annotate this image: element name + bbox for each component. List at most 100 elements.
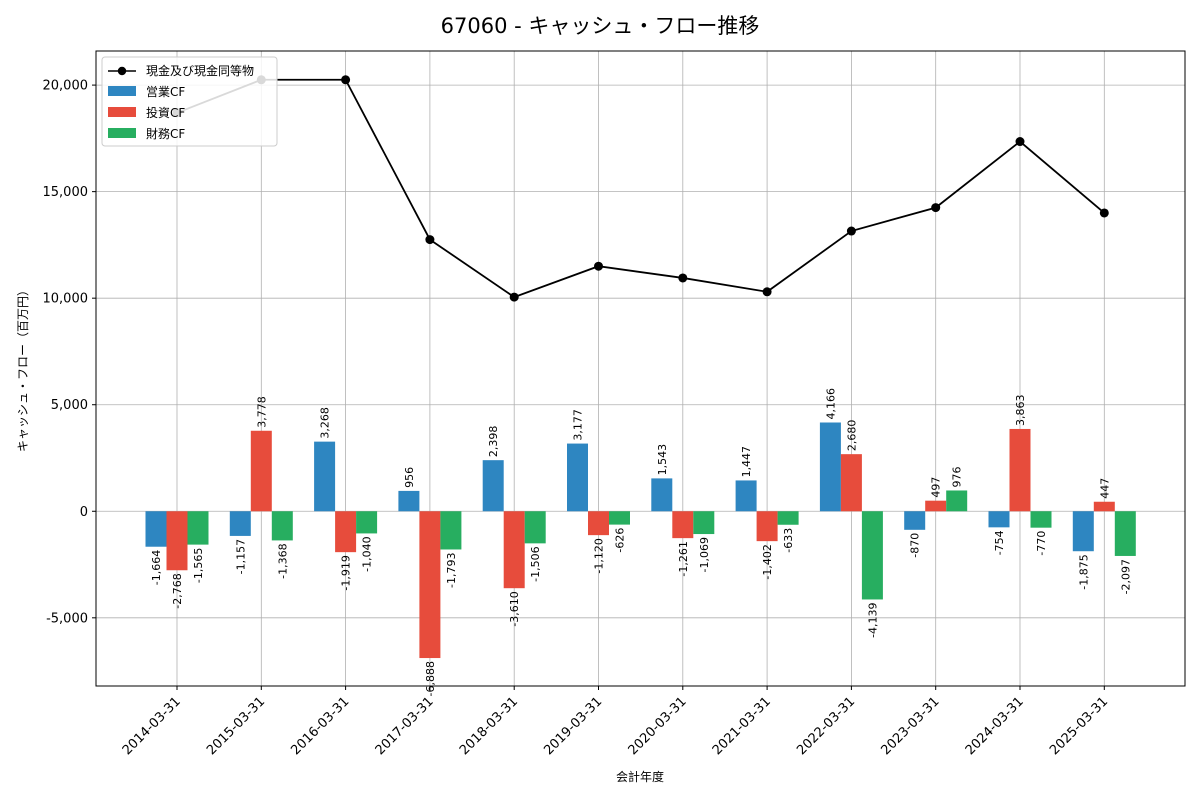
bar <box>1093 501 1115 512</box>
bar <box>1114 511 1136 556</box>
bar-value-label: -633 <box>782 528 795 553</box>
bar-value-label: 1,447 <box>740 446 753 478</box>
bar-value-label: 4,166 <box>824 388 837 420</box>
x-tick-label: 2025-03-31 <box>1047 694 1111 758</box>
line-layer <box>172 75 1109 302</box>
bar-value-label: -1,157 <box>234 539 247 574</box>
cash-balance-point <box>594 261 603 271</box>
bar-value-label: 497 <box>930 477 943 498</box>
y-tick-label: 20,000 <box>43 79 89 94</box>
y-tick-label: 10,000 <box>43 292 89 307</box>
bar <box>819 422 841 512</box>
bar <box>609 511 630 525</box>
bar-value-label: -4,139 <box>866 602 879 637</box>
x-tick-label: 2016-03-31 <box>288 694 352 758</box>
bar-value-label: 447 <box>1098 478 1111 499</box>
bar-value-label: -1,040 <box>361 536 374 571</box>
bar-value-label: -1,664 <box>150 550 163 585</box>
bar-value-label: -1,402 <box>761 544 774 579</box>
y-tick-label: 5,000 <box>51 398 88 413</box>
bar <box>946 490 968 512</box>
bar <box>651 478 673 512</box>
bar <box>145 511 167 547</box>
plot-frame <box>95 50 1186 687</box>
bar-value-label: 3,177 <box>572 409 585 441</box>
bar <box>524 511 546 544</box>
bar-value-label: -1,875 <box>1077 554 1090 589</box>
bar <box>482 460 504 512</box>
legend-swatch-investing <box>108 107 136 117</box>
bar <box>693 511 715 535</box>
bar <box>777 511 799 525</box>
bar-value-label: -754 <box>993 530 1006 555</box>
cash-balance-point <box>762 287 772 297</box>
bar <box>314 441 336 512</box>
bar-value-label: 2,680 <box>845 420 858 452</box>
legend-label-cash: 現金及び現金同等物 <box>146 63 254 78</box>
y-tick-label: 0 <box>80 505 88 520</box>
chart-title: 67060 - キャッシュ・フロー推移 <box>441 14 760 38</box>
legend: 現金及び現金同等物 営業CF 投資CF 財務CF <box>101 56 278 147</box>
bar <box>398 490 420 512</box>
y-axis-label: キャッシュ・フロー（百万円） <box>16 284 30 452</box>
x-axis-label: 会計年度 <box>616 769 664 784</box>
bar-value-label: -1,506 <box>529 546 542 581</box>
cash-balance-point <box>341 75 351 85</box>
y-axis: -5,000 0 5,000 10,000 15,000 20,000 <box>43 79 96 626</box>
x-tick-label: 2023-03-31 <box>878 694 942 758</box>
bar <box>988 511 1010 528</box>
bar <box>672 511 694 539</box>
x-tick-label: 2020-03-31 <box>626 694 690 758</box>
bar <box>840 454 862 512</box>
bar <box>756 511 778 542</box>
x-tick-label: 2014-03-31 <box>120 694 184 758</box>
x-tick-label: 2024-03-31 <box>963 694 1027 758</box>
bar-value-label: 2,398 <box>487 426 500 458</box>
y-tick-label: 15,000 <box>43 185 89 200</box>
cash-balance-point <box>1099 208 1109 218</box>
bar-value-label: 1,543 <box>656 444 669 476</box>
legend-swatch-operating <box>108 86 136 96</box>
y-tick-label: -5,000 <box>46 611 88 626</box>
x-tick-label: 2021-03-31 <box>710 694 774 758</box>
x-axis: 2014-03-31 2015-03-31 2016-03-31 2017-03-31… <box>120 686 1111 758</box>
bar-value-label: 3,863 <box>1014 394 1027 426</box>
bar <box>187 511 209 545</box>
bar <box>1009 428 1031 512</box>
bar <box>735 480 757 512</box>
bar <box>419 511 441 659</box>
cash-balance-point <box>931 203 941 213</box>
x-tick-label: 2019-03-31 <box>541 694 605 758</box>
bar <box>1072 511 1094 552</box>
cash-balance-point <box>425 235 435 245</box>
bar <box>271 511 293 541</box>
bar-value-label: -626 <box>614 528 627 553</box>
legend-label-operating: 営業CF <box>146 85 185 99</box>
legend-marker <box>117 66 127 76</box>
bar-value-label: -3,610 <box>508 591 521 626</box>
legend-label-financing: 財務CF <box>146 126 185 141</box>
bar <box>335 511 357 553</box>
bar-value-label: -1,565 <box>192 548 205 583</box>
bar <box>166 511 188 571</box>
legend-swatch-financing <box>108 128 136 138</box>
bar-value-label: -2,097 <box>1119 559 1132 594</box>
cash-balance-point <box>1015 137 1025 147</box>
bar-value-label: -1,261 <box>677 541 690 576</box>
x-tick-label: 2018-03-31 <box>457 694 521 758</box>
bar <box>250 430 272 512</box>
x-tick-label: 2017-03-31 <box>373 694 437 758</box>
bar <box>925 500 947 512</box>
bar-value-label: 976 <box>951 466 964 487</box>
cash-balance-point <box>846 226 856 236</box>
bar-value-label: -870 <box>909 533 922 558</box>
cash-balance-point <box>678 273 688 283</box>
bar <box>503 511 525 589</box>
cash-balance-line <box>176 78 1105 299</box>
bar-value-label: -1,793 <box>445 552 458 587</box>
bar-value-label: 956 <box>403 467 416 488</box>
x-tick-label: 2015-03-31 <box>204 694 268 758</box>
bar-value-label: -1,919 <box>340 555 353 590</box>
